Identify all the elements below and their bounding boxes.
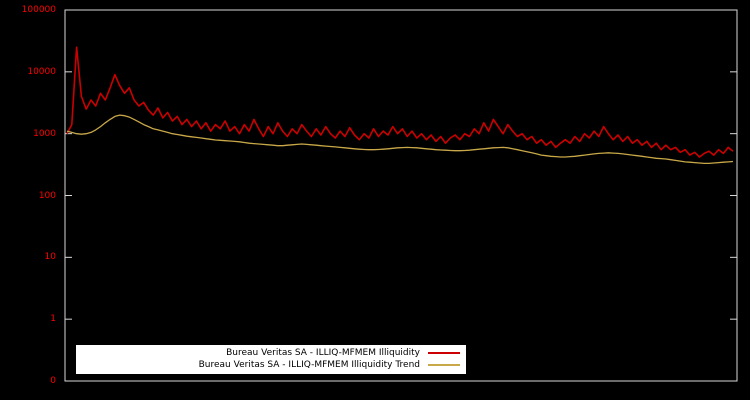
y-axis-labels: 100000 10000 1000 100 10 1 0: [0, 0, 62, 400]
y-tick-label: 100000: [21, 5, 56, 15]
y-tick-label: 0: [50, 376, 56, 386]
series-line-illiquidity: [66, 46, 734, 158]
legend: Bureau Veritas SA - ILLIQ-MFMEM Illiquid…: [76, 345, 466, 374]
y-tick-label: 1: [50, 314, 56, 325]
legend-row-illiquidity: Bureau Veritas SA - ILLIQ-MFMEM Illiquid…: [82, 347, 460, 359]
legend-line-swatch-trend: [428, 364, 460, 366]
y-tick-label: 10: [44, 252, 56, 263]
plot-border: [64, 9, 738, 382]
legend-label-trend: Bureau Veritas SA - ILLIQ-MFMEM Illiquid…: [198, 360, 420, 370]
y-tick-label: 1000: [33, 128, 56, 139]
legend-line-swatch-illiquidity: [428, 352, 460, 354]
y-tick-label: 100: [38, 190, 56, 201]
legend-row-trend: Bureau Veritas SA - ILLIQ-MFMEM Illiquid…: [82, 359, 460, 371]
y-tick-label: 10000: [27, 66, 56, 77]
legend-label-illiquidity: Bureau Veritas SA - ILLIQ-MFMEM Illiquid…: [226, 348, 420, 358]
series-line-trend: [66, 114, 734, 165]
